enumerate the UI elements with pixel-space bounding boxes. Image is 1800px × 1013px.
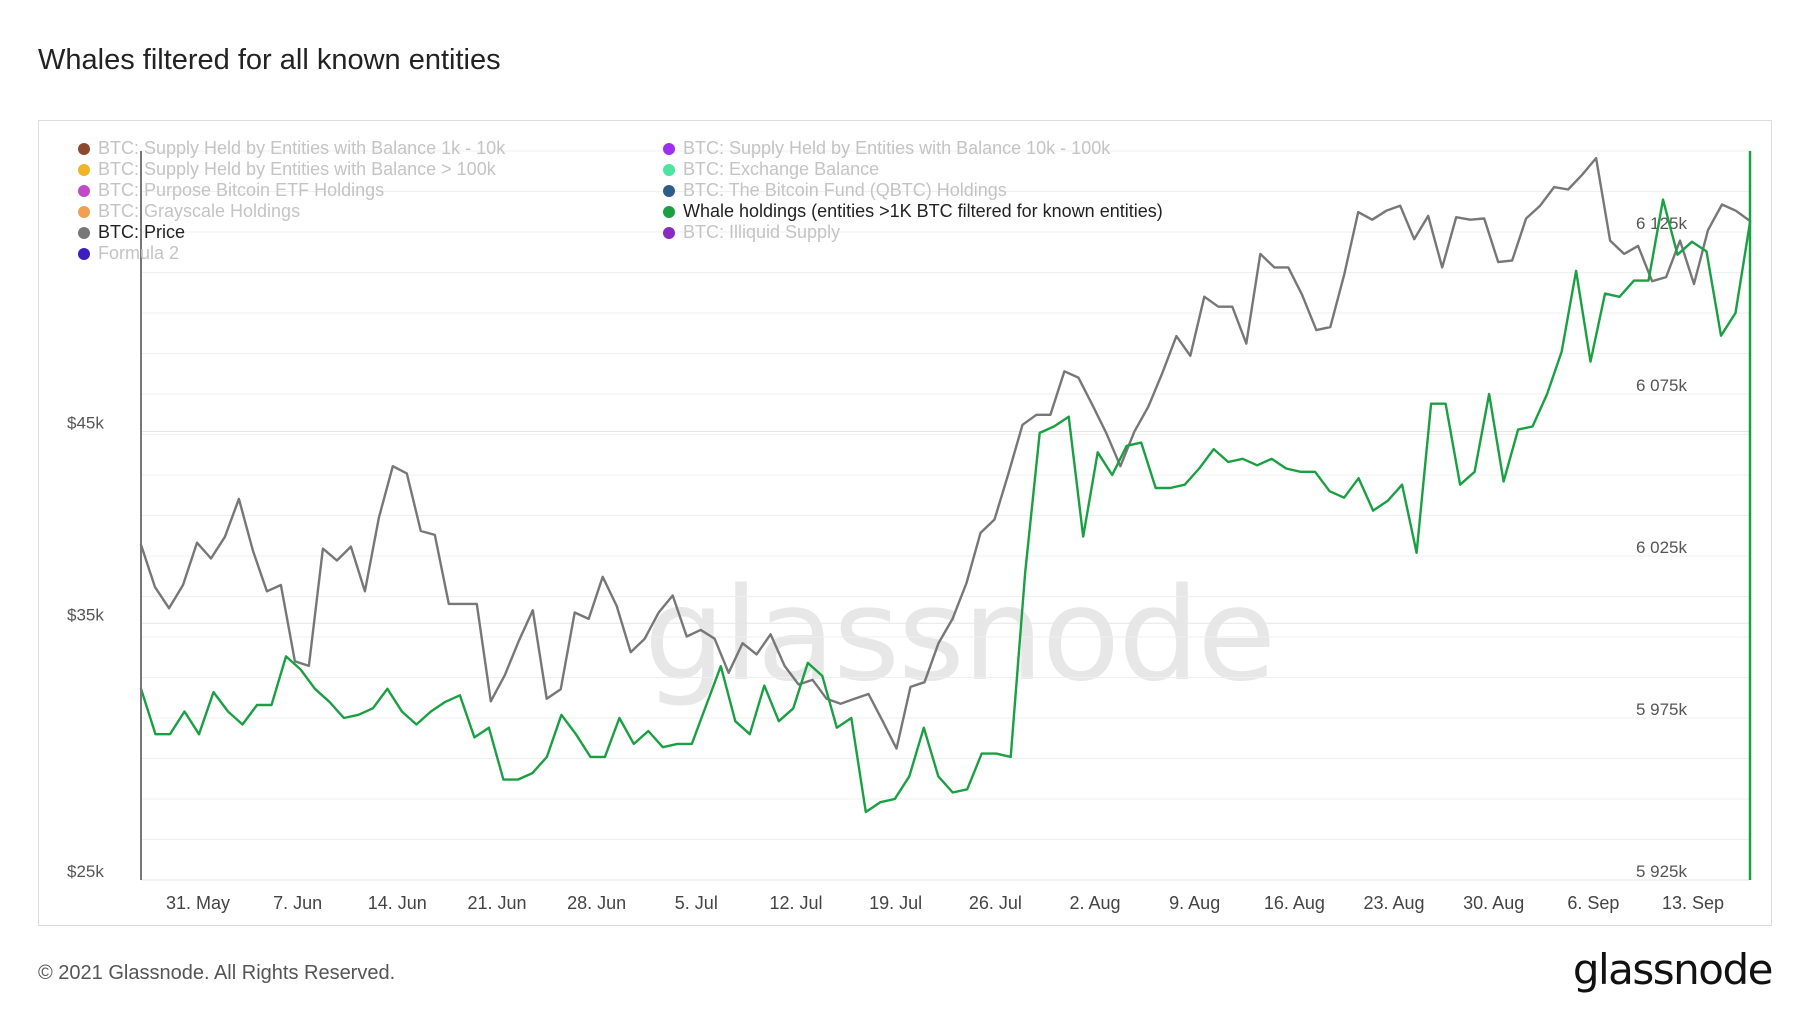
legend-item[interactable]: BTC: Exchange Balance [663, 159, 1163, 180]
x-tick-label: 13. Sep [1662, 893, 1724, 913]
legend-item[interactable]: BTC: Supply Held by Entities with Balanc… [663, 138, 1163, 159]
axes [140, 151, 1752, 880]
legend-label: BTC: Exchange Balance [683, 159, 880, 179]
y-right-tick-label: 6 125k [1636, 214, 1688, 233]
x-axis-ticks: 31. May 7. Jun 14. Jun 21. Jun 28. Jun 5. Jul… [166, 893, 1724, 913]
legend-dot-icon [78, 184, 90, 197]
legend-label: BTC: Grayscale Holdings [98, 201, 301, 221]
x-tick-label: 12. Jul [769, 893, 822, 913]
y-right-tick-label: 6 075k [1636, 376, 1688, 395]
x-tick-label: 28. Jun [567, 893, 626, 913]
legend-item[interactable]: BTC: Purpose Bitcoin ETF Holdings [78, 180, 505, 201]
series-lines [139, 156, 1752, 814]
legend-label: BTC: Supply Held by Entities with Balanc… [98, 138, 506, 158]
x-tick-label: 26. Jul [969, 893, 1022, 913]
legend-item[interactable]: BTC: Supply Held by Entities with Balanc… [78, 138, 505, 159]
legend-dot-icon [663, 142, 675, 155]
x-tick-label: 5. Jul [675, 893, 718, 913]
legend-label: BTC: Purpose Bitcoin ETF Holdings [98, 180, 385, 200]
y-right-tick-label: 5 975k [1636, 700, 1688, 719]
legend-left-column: BTC: Supply Held by Entities with Balanc… [78, 138, 505, 264]
legend-dot-icon [78, 142, 90, 155]
y-right-tick-label: 5 925k [1636, 862, 1688, 881]
y-left-tick-label: $35k [67, 605, 104, 624]
legend-right-column: BTC: Supply Held by Entities with Balanc… [663, 138, 1163, 243]
legend-item[interactable]: Formula 2 [78, 243, 505, 264]
legend-label: BTC: Price [98, 222, 186, 242]
legend-label: Formula 2 [98, 243, 180, 263]
legend-item[interactable]: Whale holdings (entities >1K BTC filtere… [663, 201, 1163, 222]
whale-holdings-line [139, 198, 1752, 814]
btc-price-line [139, 156, 1752, 750]
legend-label: BTC: Supply Held by Entities with Balanc… [683, 138, 1111, 158]
legend-dot-icon [78, 205, 90, 218]
legend-item[interactable]: BTC: The Bitcoin Fund (QBTC) Holdings [663, 180, 1163, 201]
x-tick-label: 23. Aug [1363, 893, 1424, 913]
y-axis-right-ticks: 5 925k 5 975k 6 025k 6 075k 6 125k [1636, 214, 1688, 881]
legend-dot-icon [663, 163, 675, 176]
legend-item[interactable]: BTC: Supply Held by Entities with Balanc… [78, 159, 505, 180]
y-axis-left-ticks: $25k $35k $45k [67, 414, 1750, 881]
legend-item[interactable]: BTC: Illiquid Supply [663, 222, 1163, 243]
line-chart: 31. May 7. Jun 14. Jun 21. Jun 28. Jun 5. Jul… [67, 150, 1752, 913]
legend-dot-icon [663, 205, 675, 218]
y-left-tick-label: $45k [67, 414, 104, 433]
y-right-tick-label: 6 025k [1636, 538, 1688, 557]
brand-logo[interactable]: glassnode [1572, 945, 1774, 994]
watermark: glassnode [644, 561, 1276, 710]
x-tick-label: 19. Jul [869, 893, 922, 913]
x-tick-label: 30. Aug [1463, 893, 1524, 913]
copyright-text: © 2021 Glassnode. All Rights Reserved. [38, 962, 396, 984]
legend-item[interactable]: BTC: Price [78, 222, 505, 243]
legend-dot-icon [78, 226, 90, 239]
x-tick-label: 9. Aug [1169, 893, 1220, 913]
x-tick-label: 14. Jun [368, 893, 427, 913]
legend-dot-icon [78, 247, 90, 260]
x-tick-label: 31. May [166, 893, 230, 913]
legend-label: BTC: Supply Held by Entities with Balanc… [98, 159, 496, 179]
legend-label: BTC: Illiquid Supply [683, 222, 841, 242]
legend-dot-icon [663, 184, 675, 197]
legend-dot-icon [663, 226, 675, 239]
legend-label: Whale holdings (entities >1K BTC filtere… [683, 201, 1163, 221]
chart-frame: glassnode 31. May 7. Jun 14. Jun 21. Jun 28.… [38, 120, 1772, 926]
x-tick-label: 16. Aug [1264, 893, 1325, 913]
y-left-tick-label: $25k [67, 862, 104, 881]
page-title: Whales filtered for all known entities [38, 44, 501, 76]
legend-dot-icon [78, 163, 90, 176]
x-tick-label: 6. Sep [1567, 893, 1619, 913]
legend-label: BTC: The Bitcoin Fund (QBTC) Holdings [683, 180, 1007, 200]
x-tick-label: 2. Aug [1069, 893, 1120, 913]
x-tick-label: 21. Jun [467, 893, 526, 913]
legend-item[interactable]: BTC: Grayscale Holdings [78, 201, 505, 222]
x-tick-label: 7. Jun [273, 893, 322, 913]
